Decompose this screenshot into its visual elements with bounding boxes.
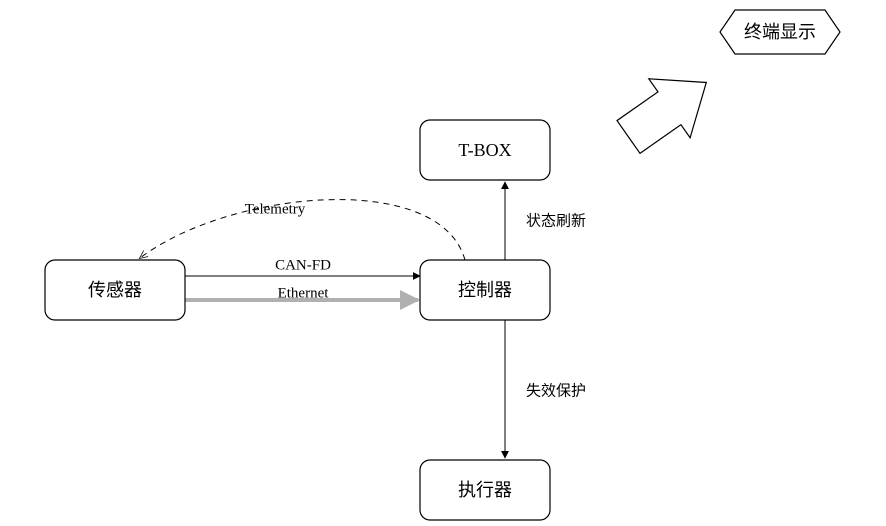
edge-status: 状态刷新	[505, 182, 586, 260]
node-terminal: 终端显示	[720, 10, 840, 54]
node-controller-label: 控制器	[458, 280, 512, 300]
node-sensor: 传感器	[45, 260, 185, 320]
node-actuator-label: 执行器	[458, 480, 512, 500]
node-tbox: T-BOX	[420, 120, 550, 180]
node-sensor-label: 传感器	[88, 280, 142, 300]
node-terminal-label: 终端显示	[744, 22, 816, 42]
edge-ethernet-label: Ethernet	[278, 285, 330, 301]
block-arrow-icon	[608, 53, 727, 166]
edge-failsafe-label: 失效保护	[526, 382, 586, 399]
edge-status-label: 状态刷新	[526, 212, 586, 229]
edge-canfd-label: CAN-FD	[275, 257, 331, 273]
edge-failsafe: 失效保护	[505, 320, 586, 458]
node-tbox-label: T-BOX	[458, 140, 511, 160]
edge-telemetry-label: Telemetry	[245, 201, 306, 217]
diagram-canvas: CAN-FD Ethernet Telemetry 状态刷新 失效保护 传感器 …	[0, 0, 886, 526]
edge-canfd: CAN-FD	[185, 257, 420, 276]
node-controller: 控制器	[420, 260, 550, 320]
node-actuator: 执行器	[420, 460, 550, 520]
edge-telemetry: Telemetry	[140, 200, 465, 260]
edge-ethernet: Ethernet	[185, 285, 418, 301]
